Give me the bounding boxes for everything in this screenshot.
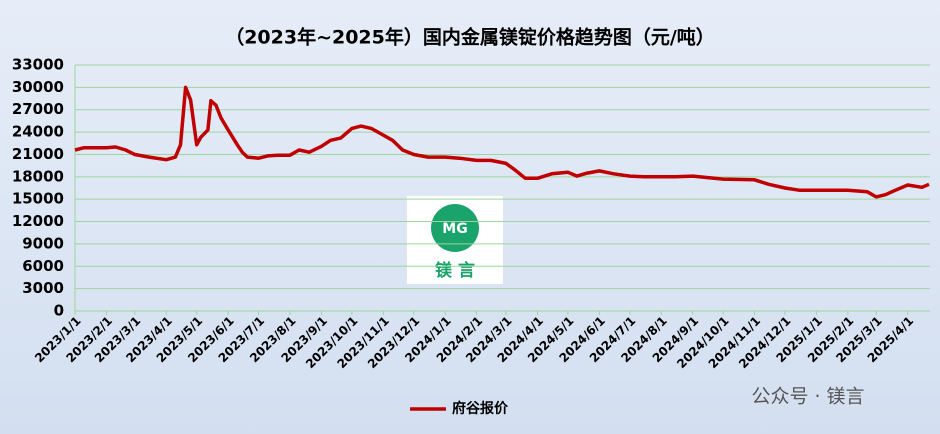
y-tick-label: 0 [54, 302, 64, 320]
logo-mark: MG [442, 221, 467, 237]
y-tick-label: 3000 [22, 279, 64, 297]
y-tick-label: 12000 [12, 212, 64, 230]
y-tick-label: 24000 [12, 123, 64, 141]
y-tick-label: 18000 [12, 167, 64, 185]
chart-title: （2023年~2025年）国内金属镁锭价格趋势图（元/吨） [225, 26, 715, 49]
y-tick-label: 6000 [22, 257, 64, 275]
y-tick-label: 30000 [12, 78, 64, 96]
logo-globe [431, 204, 479, 252]
y-tick-label: 21000 [12, 145, 64, 163]
y-tick-label: 15000 [12, 190, 64, 208]
logo-text: 镁 言 [435, 260, 475, 281]
watermark: 公众号 · 镁言 [751, 386, 864, 408]
legend-label: 府谷报价 [452, 400, 509, 417]
series-line [74, 85, 930, 199]
y-tick-label: 33000 [12, 56, 64, 74]
y-tick-label: 27000 [12, 100, 64, 118]
logo: MG 镁 言 [407, 196, 503, 284]
y-tick-label: 9000 [22, 234, 64, 252]
